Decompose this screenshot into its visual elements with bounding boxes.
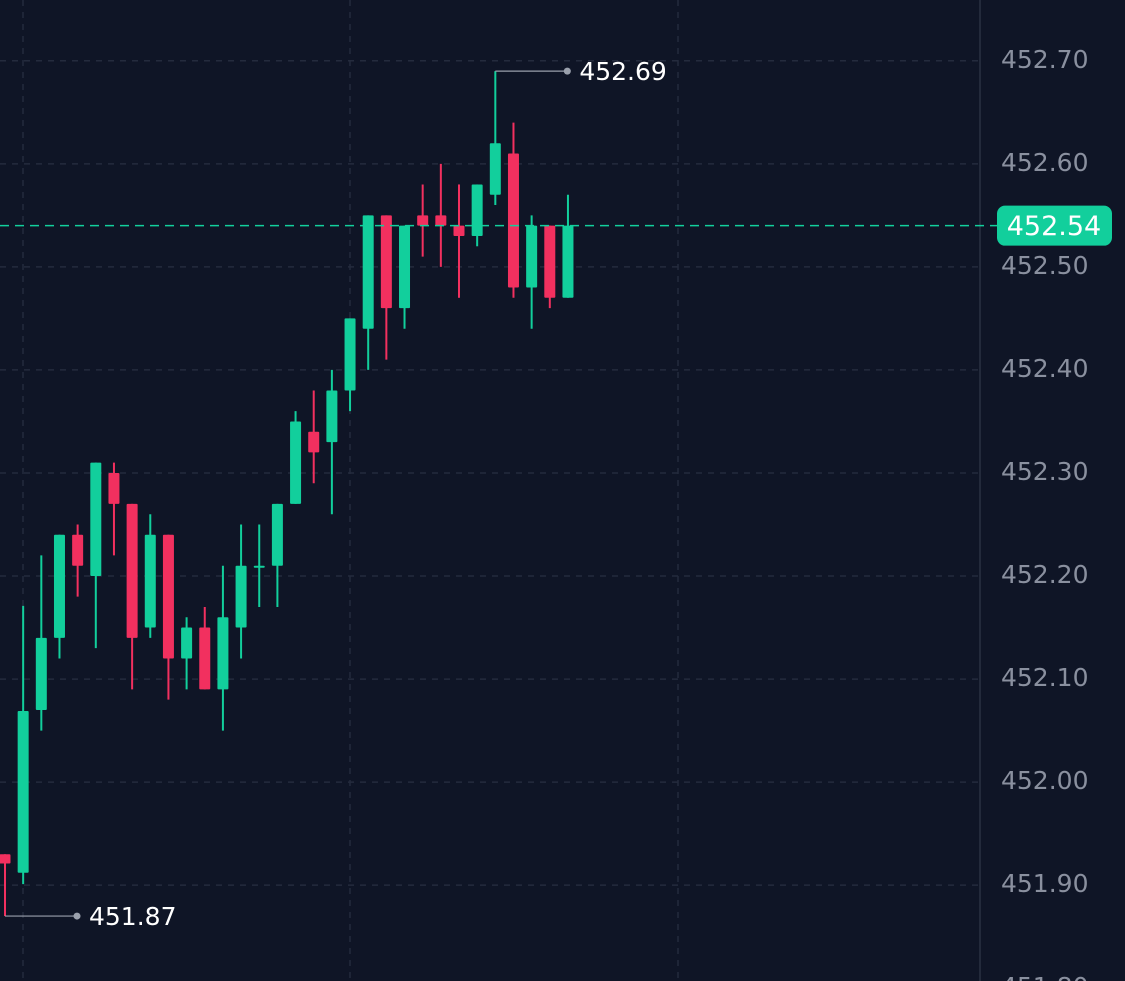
annotation-label: 452.69 [579,57,666,86]
candle-body [544,225,556,298]
candle-body [326,390,338,443]
candle-body [217,617,229,690]
candle-body [271,503,283,566]
candle-body [526,225,538,288]
y-tick-label: 451.90 [1001,869,1088,898]
candle-body [253,565,265,568]
candle-body [72,534,84,566]
candle-body [507,153,519,288]
y-tick-label: 452.30 [1001,457,1088,486]
candle-body [417,215,429,226]
candle-body [290,421,302,504]
y-tick-label: 452.10 [1001,663,1088,692]
annotation-label: 451.87 [89,902,176,931]
candle-body [453,225,465,236]
candle-body [399,225,411,309]
y-tick-label: 452.70 [1001,45,1088,74]
candle-body [90,462,102,577]
y-tick-label: 452.40 [1001,354,1088,383]
candle-body [17,711,29,873]
y-tick-label: 452.20 [1001,560,1088,589]
y-tick-label: 451.80 [1001,972,1088,981]
y-tick-label: 452.60 [1001,148,1088,177]
candle-body [489,143,501,195]
annotation-dot [563,67,571,75]
candle-body [344,318,356,391]
candle-body [0,854,11,864]
candle-body [362,215,374,329]
candle-body [380,215,392,309]
last-price-label: 452.54 [1007,211,1101,242]
y-tick-label: 452.50 [1001,251,1088,280]
annotation-dot [73,912,81,920]
candle-body [162,534,174,659]
candle-body [35,637,47,710]
candle-body [181,627,193,659]
candle-body [562,225,574,298]
candle-body [126,503,138,638]
candle-body [471,184,483,236]
candle-body [199,627,211,690]
candle-body [108,472,120,504]
candle-body [144,534,156,628]
candle-body [308,431,320,453]
candle-body [235,565,247,628]
candle-body [435,215,447,226]
y-tick-label: 452.00 [1001,766,1088,795]
last-price-box [997,205,1112,246]
candle-body [53,534,65,638]
